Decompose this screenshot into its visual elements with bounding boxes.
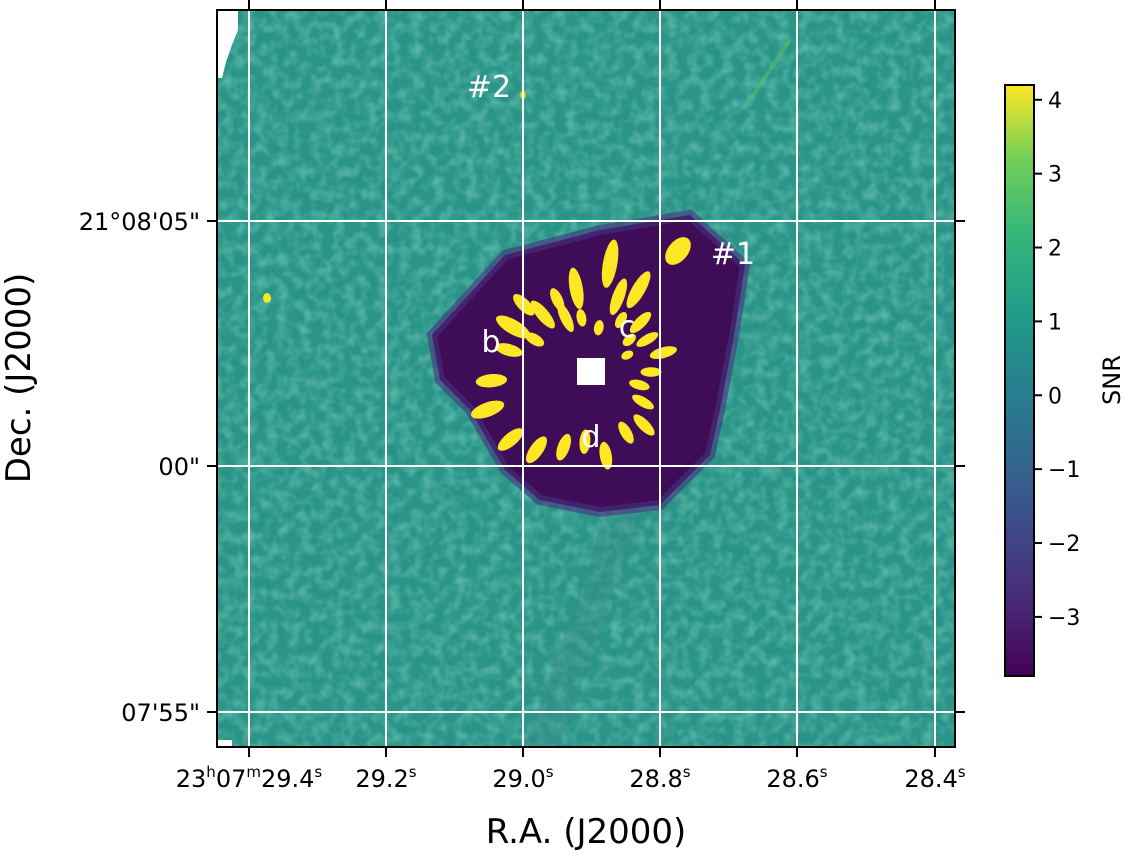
- speckle-spoke: [636, 332, 659, 347]
- field-source-blob: [263, 293, 271, 303]
- colorbar-tick-label: 0: [1048, 384, 1062, 409]
- annotation-planet-b: b: [481, 325, 500, 360]
- speckle-spoke: [640, 367, 662, 377]
- speckle-spoke: [556, 433, 571, 461]
- speckle-spoke: [633, 414, 655, 436]
- snr-image: [217, 10, 955, 747]
- speckle-spoke: [621, 350, 634, 360]
- x-tick-label-4: 28.6s: [766, 763, 827, 793]
- x-tick-label-5: 28.4s: [904, 763, 965, 793]
- x-axis-label: R.A. (J2000): [486, 812, 687, 852]
- speckle-spoke: [632, 394, 654, 410]
- speckle-spoke: [525, 436, 548, 464]
- star-mask: [577, 358, 605, 385]
- coordinate-grid: [217, 10, 955, 747]
- speckle-spoke: [649, 346, 677, 359]
- speckle-spoke: [629, 311, 652, 334]
- x-tick-label-2: 29.0s: [492, 763, 553, 793]
- speckle-spoke: [475, 373, 508, 388]
- colorbar-tick-label: 2: [1048, 237, 1062, 262]
- speckle-spoke: [609, 278, 628, 316]
- y-tick-label-2: 07'55": [121, 699, 200, 727]
- y-tick-label-1: 00": [158, 453, 200, 481]
- annotation-planet-d: d: [581, 420, 600, 455]
- colorbar-tick-label: −1: [1048, 458, 1080, 483]
- colorbar-tick-label: 4: [1048, 89, 1062, 114]
- colorbar: 4 3 2 1 0 −1 −2 −3 SNR: [1004, 84, 1126, 677]
- y-tick-label-0: 21°08'05": [79, 208, 200, 236]
- colorbar-ticks: 4 3 2 1 0 −1 −2 −3: [1034, 89, 1080, 631]
- speckle-spoke: [622, 333, 636, 347]
- speckle-spoke: [614, 312, 628, 328]
- speckle-spoke: [525, 332, 545, 347]
- colorbar-label: SNR: [1098, 355, 1126, 405]
- x-tick-label-0: 23h07m29.4s: [176, 763, 323, 793]
- speckle-spoke: [618, 421, 634, 444]
- speckle-spoke: [470, 400, 505, 419]
- speckle-spoke: [530, 300, 555, 329]
- speckle-spoke: [601, 239, 619, 288]
- speckle-spoke: [496, 315, 531, 339]
- speckle-spoke: [579, 429, 591, 454]
- speckle-spoke: [497, 428, 524, 451]
- colorbar-tick-label: −2: [1048, 532, 1080, 557]
- colorbar-tick-label: 1: [1048, 310, 1062, 335]
- annotation-source-2: #2: [467, 70, 511, 105]
- speckle-spokes: [470, 239, 677, 470]
- speckle-spoke: [599, 441, 613, 470]
- x-tick-label-1: 29.2s: [355, 763, 416, 793]
- speckle-spoke: [550, 288, 565, 311]
- speckle-spoke: [495, 343, 523, 357]
- annotation-planet-c: c: [619, 310, 636, 345]
- y-tick-labels: 21°08'05" 00" 07'55": [79, 208, 200, 727]
- speckle-spoke: [568, 267, 584, 310]
- speckle-spoke: [626, 271, 651, 309]
- annotation-source-1: #1: [711, 237, 755, 272]
- axis-ticks: [207, 0, 965, 757]
- speckle-spoke: [576, 309, 587, 327]
- speckle-spoke: [629, 379, 650, 391]
- y-axis-label: Dec. (J2000): [0, 273, 39, 484]
- colorbar-tick-label: 3: [1048, 163, 1062, 188]
- source-1-blob: [665, 237, 691, 265]
- plot-frame: [216, 9, 956, 748]
- x-tick-label-3: 28.8s: [629, 763, 690, 793]
- colorbar-tick-label: −3: [1048, 606, 1080, 631]
- colorbar-gradient: [1004, 84, 1035, 677]
- speckle-spoke: [593, 320, 604, 336]
- x-tick-labels: 23h07m29.4s 29.2s 29.0s 28.8s 28.6s 28.4…: [176, 763, 966, 793]
